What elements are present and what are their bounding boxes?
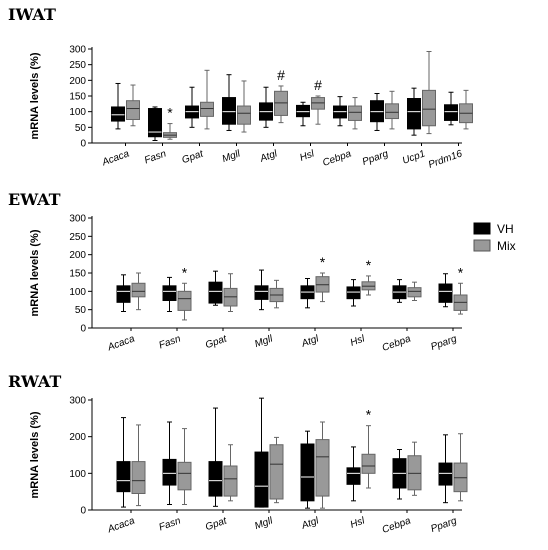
ewat-pparg-vh-box [438, 283, 453, 303]
iwat-category-label-gpat: Gpat [181, 148, 206, 166]
ewat-hsl-vh-box [346, 286, 361, 300]
iwat-title: IWAT [8, 5, 56, 24]
rwat-category-label-acaca: Acaca [105, 515, 136, 535]
ewat-gpat-vh-box [208, 281, 223, 304]
ewat-category-label-gpat: Gpat [204, 333, 229, 351]
ewat-significance-atgl: * [320, 254, 326, 270]
legend-swatch-vh [473, 222, 491, 235]
iwat-pparg-mix-box [385, 103, 399, 120]
ewat-cebpa-mix-box [407, 287, 422, 298]
rwat-title: RWAT [8, 372, 61, 391]
ewat-mgll-vh-box [254, 285, 269, 300]
rwat-y-axis-label: mRNA levels (%) [29, 411, 41, 498]
rwat-pparg-vh-box [438, 462, 453, 486]
rwat-y-tick-label-200: 200 [69, 432, 86, 443]
ewat-significance-fasn: * [182, 264, 188, 280]
ewat-y-tick-label-0: 0 [80, 324, 86, 335]
iwat-category-label-mgll: Mgll [221, 148, 243, 165]
legend: VH Mix [473, 222, 516, 253]
rwat-y-tick-label-0: 0 [80, 506, 86, 517]
iwat-y-tick-label-50: 50 [75, 123, 87, 134]
ewat-y-tick-label-250: 250 [69, 232, 86, 243]
rwat-category-label-mgll: Mgll [253, 515, 275, 532]
rwat-category-label-cebpa: Cebpa [381, 515, 413, 536]
iwat-category-label-ucp1: Ucp1 [401, 149, 427, 167]
rwat-fasn-mix-box [177, 461, 192, 491]
iwat-category-label-pparg: Pparg [361, 148, 390, 168]
rwat-acaca-mix-box [131, 461, 146, 495]
iwat-y-tick-label-200: 200 [69, 76, 86, 87]
iwat-acaca-vh-box [111, 106, 125, 122]
rwat-category-label-atgl: Atgl [299, 515, 321, 532]
legend-label-vh: VH [497, 222, 514, 236]
iwat-category-label-cebpa: Cebpa [321, 148, 353, 169]
ewat-category-label-pparg: Pparg [429, 333, 458, 353]
rwat-category-label-hsl: Hsl [349, 515, 367, 531]
rwat-y-tick-label-100: 100 [69, 469, 86, 480]
iwat-y-tick-label-300: 300 [69, 45, 86, 56]
ewat-y-tick-label-50: 50 [75, 305, 87, 316]
rwat-category-label-pparg: Pparg [429, 515, 458, 535]
iwat-significance-hsl: # [314, 77, 322, 93]
iwat-significance-atgl: # [277, 67, 285, 83]
ewat-fasn-vh-box [162, 285, 177, 302]
iwat-y-tick-label-150: 150 [69, 92, 86, 103]
rwat-significance-hsl: * [366, 407, 372, 423]
iwat-ucp1-mix-box [422, 89, 436, 127]
ewat-y-tick-label-300: 300 [69, 214, 86, 225]
ewat-y-tick-label-150: 150 [69, 269, 86, 280]
ewat-acaca-vh-box [116, 285, 131, 303]
ewat-fasn-mix-box [177, 290, 192, 311]
iwat-category-label-acaca: Acaca [100, 148, 131, 168]
rwat-mgll-vh-box [254, 451, 269, 508]
iwat-significance-fasn: * [167, 105, 173, 121]
rwat-category-label-fasn: Fasn [158, 515, 183, 533]
rwat-atgl-vh-box [300, 443, 315, 502]
ewat-acaca-mix-box [131, 282, 146, 298]
ewat-title: EWAT [8, 190, 61, 209]
iwat-gpat-mix-box [200, 101, 214, 117]
ewat-significance-hsl: * [366, 257, 372, 273]
iwat-y-tick-label-250: 250 [69, 60, 86, 71]
ewat-category-label-atgl: Atgl [299, 333, 321, 350]
legend-label-mix: Mix [497, 239, 516, 253]
iwat-y-tick-label-0: 0 [80, 139, 86, 150]
iwat-y-tick-label-100: 100 [69, 107, 86, 118]
iwat-category-label-prdm16: Prdm16 [427, 148, 464, 170]
rwat-gpat-mix-box [223, 465, 238, 497]
iwat-mgll-mix-box [237, 105, 251, 125]
iwat-category-label-fasn: Fasn [143, 148, 168, 166]
iwat-hsl-vh-box [296, 104, 310, 118]
ewat-category-label-fasn: Fasn [158, 333, 183, 351]
ewat-y-tick-label-200: 200 [69, 250, 86, 261]
ewat-category-label-cebpa: Cebpa [381, 333, 413, 354]
ewat-y-tick-label-100: 100 [69, 287, 86, 298]
rwat-atgl-mix-box [315, 439, 330, 497]
rwat-category-label-gpat: Gpat [204, 515, 229, 533]
iwat-acaca-mix-box [126, 100, 140, 120]
rwat-acaca-vh-box [116, 461, 131, 493]
ewat-y-axis-label: mRNA levels (%) [29, 229, 41, 316]
iwat-mgll-vh-box [222, 97, 236, 125]
rwat-y-tick-label-300: 300 [69, 396, 86, 407]
iwat-y-axis-label: mRNA levels (%) [29, 52, 41, 139]
rwat-fasn-vh-box [162, 458, 177, 486]
rwat-mgll-mix-box [269, 444, 284, 500]
ewat-category-label-hsl: Hsl [349, 333, 367, 349]
iwat-ucp1-vh-box [407, 98, 421, 130]
rwat-hsl-mix-box [361, 453, 376, 474]
iwat-prdm16-vh-box [444, 104, 458, 121]
ewat-significance-pparg: * [458, 264, 464, 280]
ewat-category-label-acaca: Acaca [105, 333, 136, 353]
rwat-hsl-vh-box [346, 467, 361, 485]
rwat-cebpa-mix-box [407, 455, 422, 491]
iwat-category-label-hsl: Hsl [298, 148, 316, 164]
iwat-fasn-vh-box [148, 108, 162, 138]
rwat-gpat-vh-box [208, 461, 223, 497]
iwat-category-label-atgl: Atgl [258, 148, 280, 165]
iwat-cebpa-mix-box [348, 105, 362, 121]
ewat-category-label-mgll: Mgll [253, 333, 275, 350]
legend-swatch-mix [473, 239, 491, 252]
